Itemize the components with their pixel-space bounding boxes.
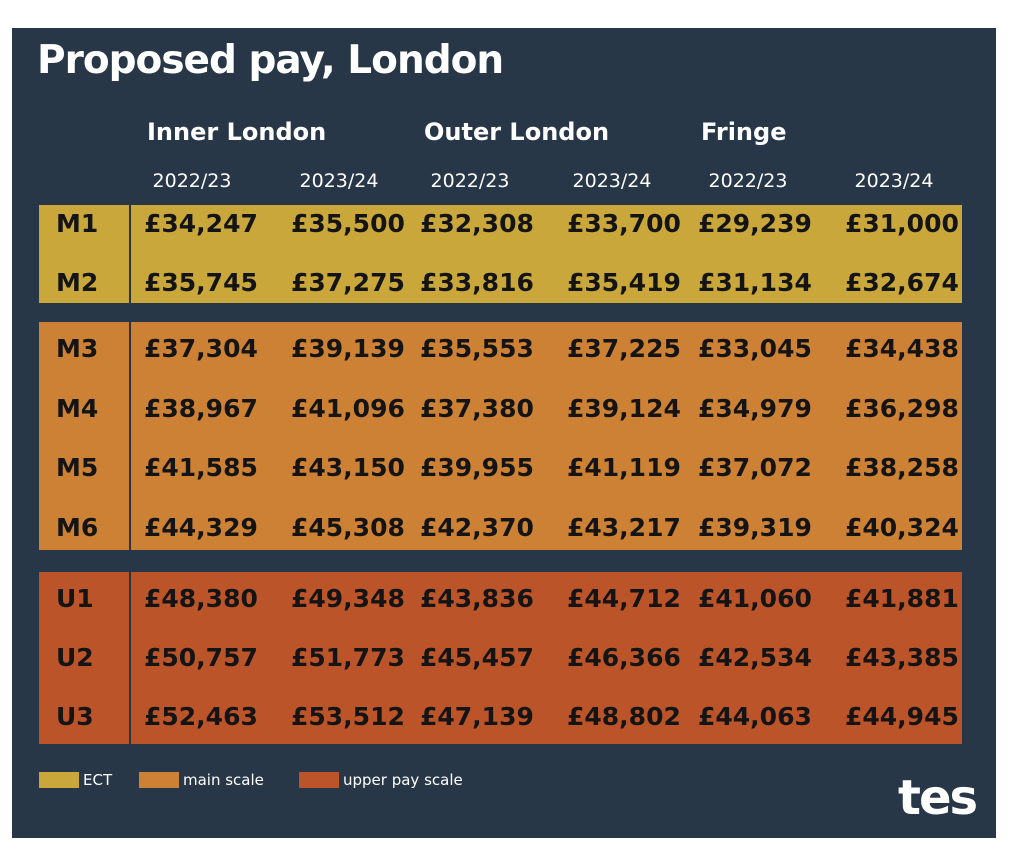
band-divider [129, 205, 131, 303]
table-cell: £37,304 [144, 334, 258, 363]
legend-swatch-upper [299, 772, 339, 788]
band-divider [129, 322, 131, 550]
row-label: M2 [56, 268, 99, 297]
year-header: 2022/23 [152, 170, 232, 192]
region-header: Outer London [424, 118, 610, 146]
table-cell: £35,500 [291, 209, 405, 238]
year-header: 2023/24 [854, 170, 934, 192]
table-cell: £44,712 [567, 584, 681, 613]
table-cell: £34,979 [698, 394, 812, 423]
legend-swatch-ect [39, 772, 79, 788]
band-ect [39, 205, 962, 303]
table-cell: £49,348 [291, 584, 405, 613]
table-cell: £41,119 [567, 453, 681, 482]
table-cell: £35,745 [144, 268, 258, 297]
table-cell: £32,308 [420, 209, 534, 238]
table-cell: £44,329 [144, 513, 258, 542]
table-cell: £40,324 [845, 513, 959, 542]
table-cell: £29,239 [698, 209, 812, 238]
table-cell: £52,463 [144, 702, 258, 731]
table-cell: £43,836 [420, 584, 534, 613]
table-cell: £43,385 [845, 643, 959, 672]
year-header: 2022/23 [708, 170, 788, 192]
row-label: U2 [56, 643, 94, 672]
table-cell: £41,060 [698, 584, 812, 613]
table-cell: £33,816 [420, 268, 534, 297]
table-cell: £37,225 [567, 334, 681, 363]
table-cell: £42,370 [420, 513, 534, 542]
table-cell: £39,955 [420, 453, 534, 482]
legend-swatch-main [139, 772, 179, 788]
legend-label: upper pay scale [343, 771, 463, 789]
row-label: U3 [56, 702, 94, 731]
table-cell: £32,674 [845, 268, 959, 297]
year-header: 2023/24 [572, 170, 652, 192]
row-label: M1 [56, 209, 99, 238]
row-label: M4 [56, 394, 99, 423]
table-cell: £44,063 [698, 702, 812, 731]
region-header: Inner London [147, 118, 327, 146]
table-cell: £53,512 [291, 702, 405, 731]
row-label: U1 [56, 584, 94, 613]
table-cell: £41,096 [291, 394, 405, 423]
table-cell: £45,457 [420, 643, 534, 672]
chart-title: Proposed pay, London [37, 38, 504, 83]
table-cell: £33,700 [567, 209, 681, 238]
table-cell: £38,967 [144, 394, 258, 423]
table-cell: £48,380 [144, 584, 258, 613]
row-label: M5 [56, 453, 99, 482]
table-cell: £33,045 [698, 334, 812, 363]
table-cell: £41,881 [845, 584, 959, 613]
legend-label: main scale [183, 771, 264, 789]
table-cell: £37,275 [291, 268, 405, 297]
year-header: 2022/23 [430, 170, 510, 192]
table-cell: £37,072 [698, 453, 812, 482]
table-cell: £45,308 [291, 513, 405, 542]
tes-logo: tes [898, 770, 978, 826]
table-cell: £39,319 [698, 513, 812, 542]
table-cell: £44,945 [845, 702, 959, 731]
table-cell: £41,585 [144, 453, 258, 482]
table-cell: £31,134 [698, 268, 812, 297]
table-cell: £35,553 [420, 334, 534, 363]
table-cell: £51,773 [291, 643, 405, 672]
band-upper [39, 572, 962, 744]
table-cell: £43,217 [567, 513, 681, 542]
table-cell: £46,366 [567, 643, 681, 672]
table-cell: £35,419 [567, 268, 681, 297]
region-header: Fringe [701, 118, 787, 146]
band-main [39, 322, 962, 550]
table-cell: £39,139 [291, 334, 405, 363]
table-cell: £50,757 [144, 643, 258, 672]
table-cell: £43,150 [291, 453, 405, 482]
row-label: M3 [56, 334, 99, 363]
table-cell: £42,534 [698, 643, 812, 672]
year-header: 2023/24 [299, 170, 379, 192]
table-cell: £39,124 [567, 394, 681, 423]
table-cell: £34,438 [845, 334, 959, 363]
table-cell: £36,298 [845, 394, 959, 423]
row-label: M6 [56, 513, 99, 542]
table-cell: £31,000 [845, 209, 959, 238]
table-cell: £48,802 [567, 702, 681, 731]
table-cell: £47,139 [420, 702, 534, 731]
band-divider [129, 572, 131, 744]
table-cell: £34,247 [144, 209, 258, 238]
table-cell: £38,258 [845, 453, 959, 482]
table-cell: £37,380 [420, 394, 534, 423]
legend-label: ECT [83, 771, 113, 789]
